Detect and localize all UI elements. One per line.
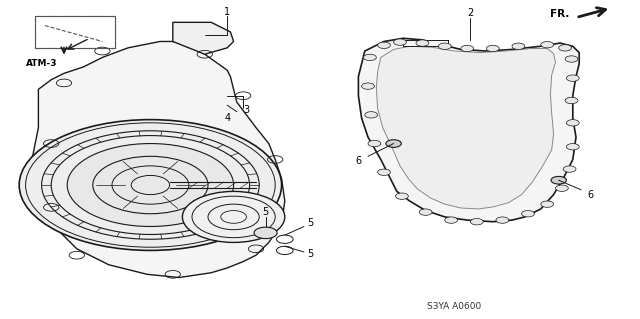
Polygon shape [358, 38, 579, 222]
Circle shape [419, 209, 432, 215]
Circle shape [566, 120, 579, 126]
Circle shape [522, 211, 534, 217]
Circle shape [563, 166, 576, 172]
Circle shape [556, 185, 568, 191]
Circle shape [182, 191, 285, 242]
Circle shape [496, 217, 509, 223]
Circle shape [254, 227, 277, 239]
Text: 1: 1 [224, 7, 230, 17]
Circle shape [566, 144, 579, 150]
Polygon shape [173, 22, 234, 54]
Circle shape [566, 75, 579, 81]
Circle shape [362, 83, 374, 89]
Circle shape [416, 40, 429, 46]
Circle shape [461, 45, 474, 52]
Circle shape [470, 219, 483, 225]
Circle shape [445, 217, 458, 223]
Circle shape [565, 56, 578, 62]
Circle shape [486, 45, 499, 52]
Circle shape [559, 45, 572, 51]
Text: 2: 2 [467, 8, 474, 19]
Circle shape [396, 193, 408, 199]
Circle shape [19, 120, 282, 250]
Circle shape [512, 43, 525, 49]
Circle shape [386, 140, 401, 147]
Circle shape [67, 144, 234, 226]
Text: 5: 5 [307, 218, 314, 228]
Text: 5: 5 [307, 249, 314, 259]
Circle shape [551, 176, 566, 184]
Circle shape [368, 140, 381, 147]
Circle shape [364, 54, 376, 61]
Text: ATM-3: ATM-3 [26, 59, 57, 68]
Circle shape [541, 201, 554, 207]
Circle shape [365, 112, 378, 118]
Polygon shape [32, 41, 285, 278]
Polygon shape [403, 40, 448, 46]
Circle shape [378, 169, 390, 175]
Text: 6: 6 [355, 156, 362, 166]
Text: FR.: FR. [550, 9, 570, 19]
Polygon shape [376, 46, 556, 209]
Text: 4: 4 [224, 113, 230, 123]
Text: 6: 6 [588, 189, 594, 200]
Text: 5: 5 [262, 207, 269, 217]
Text: 3: 3 [243, 105, 250, 115]
Circle shape [438, 43, 451, 49]
Circle shape [565, 97, 578, 104]
Text: S3YA A0600: S3YA A0600 [428, 302, 481, 311]
Circle shape [378, 42, 390, 48]
Circle shape [394, 39, 406, 45]
Circle shape [541, 41, 554, 48]
